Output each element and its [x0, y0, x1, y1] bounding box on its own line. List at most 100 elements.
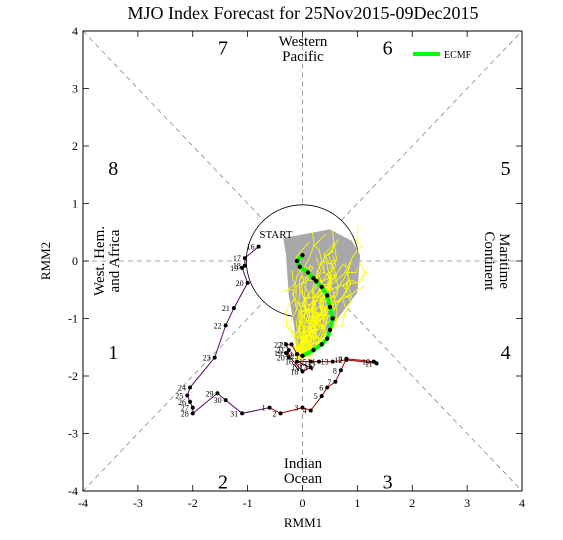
ensemble-member-track — [295, 325, 313, 362]
day-label: 25 — [175, 392, 183, 401]
legend-label-ecmf: ECMF — [444, 50, 472, 61]
observed-point — [190, 411, 195, 416]
x-tick-label: 2 — [409, 496, 415, 510]
x-tick-label: 3 — [464, 496, 470, 510]
start-label: START — [259, 229, 293, 241]
observed-point — [245, 280, 250, 285]
y-tick-labels: 4 3 2 1 0 -1 -2 -3 -4 — [68, 24, 78, 498]
day-label: 20 — [277, 354, 285, 363]
observed-point — [284, 351, 289, 355]
day-label: 19 — [274, 349, 282, 358]
region-label-left-line1: West. Hem. — [92, 226, 108, 296]
y-tick-label: -4 — [68, 484, 78, 498]
y-tick-label: 3 — [72, 82, 78, 96]
y-tick-label: 4 — [72, 24, 78, 38]
day-label: 22 — [274, 340, 282, 349]
x-tick-label: 4 — [519, 496, 525, 510]
day-label: 16 — [285, 358, 293, 367]
observed-point — [188, 399, 193, 404]
day-label: 6 — [319, 384, 323, 393]
region-label-left-line2: and Africa — [107, 229, 123, 292]
phase-number-1: 1 — [108, 342, 118, 364]
observed-point — [289, 342, 294, 347]
observed-point — [300, 369, 305, 374]
region-label-bottom-line2: Ocean — [284, 471, 323, 487]
day-label: 16 — [247, 243, 255, 252]
month-label-nov: NOV — [292, 362, 316, 374]
x-tick-labels: -4 -3 -2 -1 0 1 2 3 4 — [78, 496, 525, 510]
phase-divider-line — [341, 30, 523, 221]
day-label: 1 — [262, 404, 266, 413]
y-tick-label: -3 — [68, 427, 78, 441]
ensemble-mean-point — [324, 336, 330, 341]
day-label: 25 — [291, 352, 299, 361]
ensemble-mean-point — [305, 270, 311, 275]
y-tick-label: 1 — [72, 197, 78, 211]
region-label-bottom-line1: Indian — [284, 456, 323, 472]
phase-number-8: 8 — [108, 158, 118, 180]
observed-point — [242, 263, 247, 268]
observed-point — [286, 348, 291, 353]
ensemble-mean-point — [294, 258, 300, 264]
day-label: 10 — [362, 358, 370, 367]
x-tick-label: -1 — [243, 496, 253, 510]
observed-point — [240, 265, 245, 270]
observed-point — [308, 408, 313, 413]
day-label: 20 — [236, 279, 244, 288]
observed-point — [319, 394, 324, 399]
day-label: 21 — [222, 304, 230, 313]
x-tick-label: 0 — [300, 496, 306, 510]
chart-title: MJO Index Forecast for 25Nov2015-09Dec20… — [128, 3, 479, 23]
observed-point — [308, 359, 313, 364]
observed-point — [267, 405, 272, 410]
x-axis-label: RMM1 — [284, 515, 322, 530]
observed-point — [374, 361, 379, 366]
day-label: 4 — [303, 407, 307, 416]
observed-point — [223, 323, 228, 328]
day-label: 7 — [327, 378, 331, 387]
observed-point — [300, 405, 305, 410]
legend: ECMF — [413, 50, 472, 61]
x-tick-label: 1 — [354, 496, 360, 510]
day-label: 5 — [314, 392, 318, 401]
day-label: 29 — [205, 389, 213, 398]
ensemble-member-track — [302, 263, 366, 357]
day-label: 11 — [365, 359, 373, 368]
day-label: 30 — [214, 396, 222, 405]
y-tick-label: 0 — [72, 254, 78, 268]
ensemble-member-track — [302, 259, 339, 357]
day-label: 22 — [214, 321, 222, 330]
observed-point — [223, 398, 228, 403]
day-label: 31 — [230, 409, 238, 418]
observed-point — [231, 306, 236, 311]
ensemble-mean-point — [300, 253, 305, 258]
observed-point — [188, 385, 193, 390]
observed-point — [215, 391, 220, 396]
phase-number-4: 4 — [501, 342, 511, 364]
day-label: 14 — [307, 358, 315, 367]
ensemble-mean-point — [330, 316, 335, 321]
observed-point — [242, 256, 247, 261]
ensemble-member-track — [298, 231, 315, 357]
observed-point — [295, 359, 300, 364]
phase-divider-line — [82, 301, 264, 492]
phase-divider-line — [341, 301, 523, 492]
day-label: 24 — [285, 350, 293, 359]
ensemble-member-track — [284, 269, 303, 357]
ensemble-member-track — [302, 271, 368, 357]
observed-point — [240, 411, 245, 416]
observed-point — [325, 385, 330, 390]
ensemble-member-track — [302, 276, 333, 360]
observed-point — [338, 368, 343, 373]
observed-point — [278, 411, 283, 416]
phase-divider-lines — [82, 30, 523, 492]
region-label-top-line2: Pacific — [282, 49, 324, 65]
region-label-top-line1: Western — [279, 34, 328, 50]
observed-point — [212, 355, 217, 360]
day-label: 24 — [178, 384, 186, 393]
ensemble-member-track — [302, 299, 329, 356]
day-label: 23 — [280, 340, 288, 349]
